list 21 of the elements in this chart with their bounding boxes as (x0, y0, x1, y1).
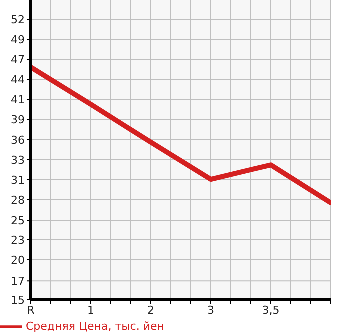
y-tick-label: 49 (11, 34, 25, 47)
y-tick-label: 33 (11, 154, 25, 167)
y-tick-label: 41 (11, 94, 25, 107)
y-tick-label: 17 (11, 275, 25, 288)
x-tick-label: 3,5 (262, 304, 280, 317)
x-tick-label: R (27, 304, 36, 317)
y-tick-label: 47 (11, 54, 25, 67)
x-tick-label: 2 (148, 304, 154, 317)
y-tick-label: 36 (11, 134, 25, 147)
y-tick-label: 23 (11, 234, 25, 247)
y-tick-label: 15 (11, 294, 25, 307)
y-tick-label: 28 (11, 194, 25, 207)
y-tick-label: 25 (11, 214, 25, 228)
y-tick-label: 44 (11, 74, 25, 87)
x-tick-label: 1 (88, 304, 94, 317)
x-tick-label: 3 (208, 304, 214, 317)
legend-label: Средняя Цена, тыс. йен (26, 320, 164, 334)
y-tick-label: 20 (11, 254, 25, 267)
y-tick-label: 39 (11, 114, 25, 127)
y-tick-label: 31 (11, 174, 25, 187)
y-tick-label: 52 (11, 14, 25, 27)
